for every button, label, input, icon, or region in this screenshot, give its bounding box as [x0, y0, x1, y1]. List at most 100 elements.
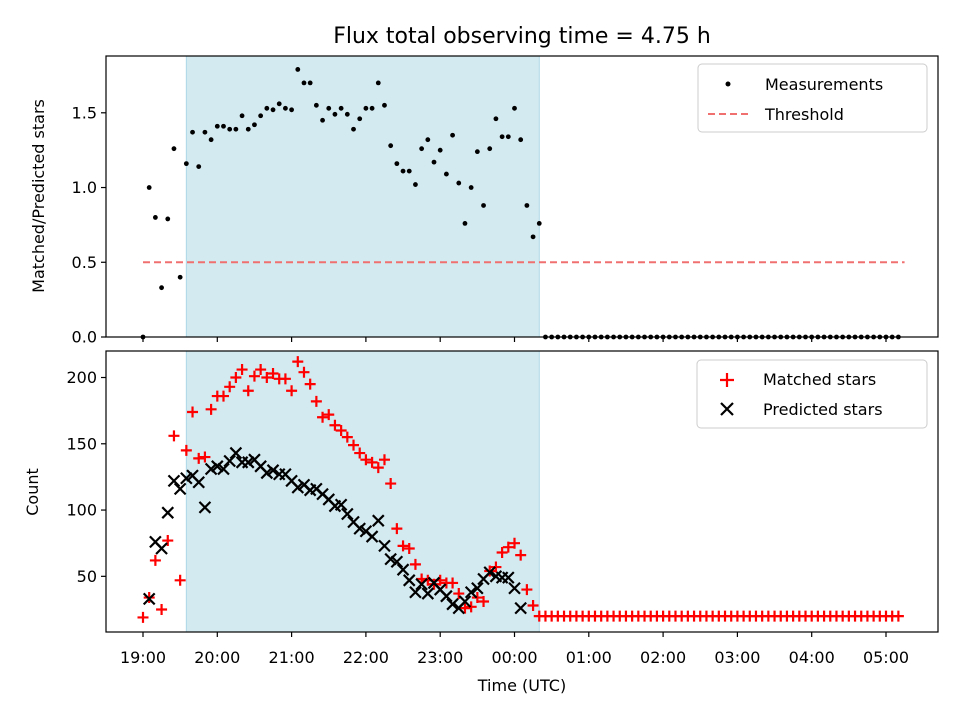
matched-star-point	[217, 390, 229, 402]
x-tick-label: 20:00	[194, 648, 240, 667]
measurement-point	[171, 146, 177, 152]
matched-star-point	[255, 364, 267, 376]
matched-star-point	[471, 592, 483, 604]
matched-star-point	[174, 574, 186, 586]
measurement-point	[320, 117, 325, 123]
predicted-star-point	[223, 454, 236, 468]
legend-predicted-label: Predicted stars	[763, 400, 883, 419]
measurement-point	[239, 113, 245, 119]
measurement-point	[159, 285, 164, 291]
legend-matched-marker	[720, 373, 734, 387]
predicted-star-point	[508, 581, 521, 595]
measurement-point	[425, 137, 431, 143]
measurement-point	[493, 116, 499, 122]
matched-star-point	[323, 409, 335, 421]
measurement-point	[375, 80, 381, 86]
predicted-star-point	[409, 585, 422, 599]
matched-star-point	[348, 439, 360, 451]
predicted-star-point	[471, 581, 484, 595]
matched-star-point	[236, 364, 248, 376]
matched-star-point	[149, 554, 161, 566]
predicted-star-point	[192, 475, 206, 489]
matched-star-point	[478, 596, 490, 608]
x-tick-label: 22:00	[343, 648, 389, 667]
bottom-y-axis-label: Count	[23, 468, 42, 516]
predicted-star-point	[167, 474, 181, 488]
predicted-star-point	[372, 514, 385, 527]
predicted-star-point	[415, 578, 428, 591]
measurement-point	[307, 80, 313, 86]
measurement-point	[208, 137, 214, 143]
measurement-point	[146, 185, 152, 190]
measurement-point	[468, 185, 474, 190]
x-tick-label: 04:00	[789, 648, 835, 667]
measurement-point	[536, 221, 542, 226]
measurement-point	[481, 203, 486, 208]
matched-star-point	[490, 561, 502, 573]
measurement-point	[270, 107, 276, 113]
measurement-point	[431, 159, 437, 165]
bottom-panel: 50 100 150 200 19:00 20:00 21:00 22:00 23:00 00:…	[23, 350, 939, 695]
chart-title: Flux total observing time = 4.75 h	[333, 24, 711, 49]
matched-star-point	[391, 523, 403, 535]
y-tick-label: 150	[66, 434, 97, 453]
measurement-point	[487, 146, 493, 152]
y-tick-label: 1.0	[72, 178, 97, 197]
matched-star-point	[199, 451, 211, 463]
matched-star-point	[416, 573, 428, 585]
predicted-star-point	[402, 574, 416, 587]
measurement-point	[283, 105, 288, 111]
x-tick-label: 19:00	[120, 648, 166, 667]
measurement-point	[357, 116, 363, 122]
predicted-star-point	[334, 498, 348, 512]
measurement-point	[518, 137, 524, 143]
y-tick-label: 50	[77, 567, 97, 586]
predicted-star-point	[464, 585, 478, 599]
matched-star-point	[366, 456, 378, 468]
measurement-point	[295, 67, 301, 72]
predicted-star-point	[390, 555, 404, 569]
x-tick-label: 00:00	[491, 648, 537, 667]
measurement-point	[289, 107, 294, 113]
matched-star-point	[205, 403, 217, 415]
predicted-star-point	[458, 595, 472, 608]
matched-star-point	[317, 411, 329, 423]
predicted-star-point	[378, 539, 391, 553]
matched-star-point	[378, 454, 390, 466]
measurement-point	[165, 216, 171, 222]
bottom-y-ticks: 50 100 150 200	[66, 368, 106, 586]
matched-star-point	[335, 425, 347, 437]
measurement-point	[245, 126, 251, 132]
matched-star-point	[397, 540, 409, 552]
matched-star-point	[496, 546, 508, 558]
predicted-star-point	[514, 601, 527, 615]
x-tick-label: 21:00	[269, 648, 315, 667]
measurement-point	[363, 105, 369, 111]
y-tick-label: 0.5	[72, 253, 97, 272]
matched-star-point	[242, 385, 254, 397]
matched-star-point	[180, 444, 192, 456]
top-y-ticks: 0.0 0.5 1.0 1.5	[72, 103, 106, 347]
top-legend-box	[697, 63, 928, 133]
predicted-star-point	[229, 446, 243, 460]
y-tick-label: 100	[66, 501, 97, 520]
matched-star-point	[267, 368, 279, 380]
measurement-point	[258, 113, 264, 119]
matched-star-point	[292, 356, 304, 368]
legend-measurements-label: Measurements	[765, 75, 883, 94]
predicted-star-point	[266, 464, 280, 477]
x-axis-label: Time (UTC)	[477, 676, 566, 695]
measurement-point	[413, 182, 418, 187]
matched-star-point	[230, 372, 242, 384]
measurement-point	[351, 126, 356, 132]
matched-star-point	[224, 381, 236, 393]
predicted-star-point	[440, 589, 453, 603]
measurement-point	[214, 123, 220, 129]
matched-star-point	[329, 419, 341, 431]
measurement-point	[264, 105, 270, 111]
measurement-point	[301, 80, 307, 86]
measurement-point	[326, 105, 332, 111]
predicted-star-point	[173, 482, 187, 496]
legend-matched-label: Matched stars	[763, 370, 876, 389]
predicted-star-point	[155, 542, 168, 555]
